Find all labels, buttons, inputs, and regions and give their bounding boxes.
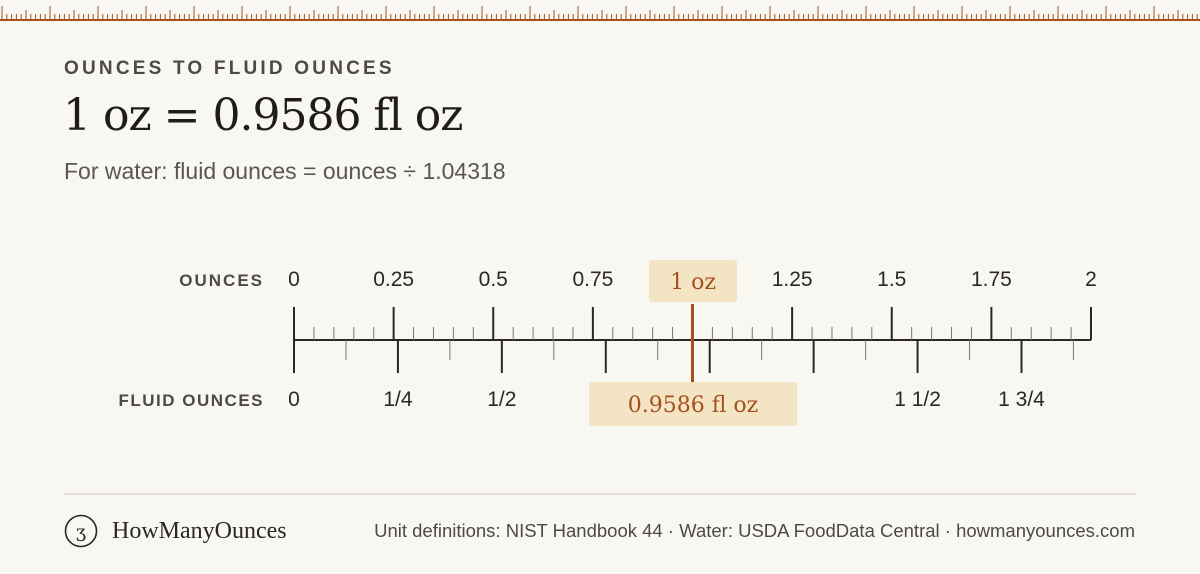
fluid-ounce-tick-label: 1 3/4	[998, 388, 1045, 411]
ounce-tick-label: 1.25	[772, 268, 813, 291]
marker-bottom-label: 0.9586 fl oz	[628, 393, 758, 418]
fluid-ounce-tick-label: 1/4	[383, 388, 413, 411]
footer-divider	[64, 493, 1136, 495]
conversion-scale: OUNCES FLUID OUNCES 0 0.25 0.5 0.75 1.25 1.5 1…	[119, 260, 1097, 426]
source-credits: Unit definitions: NIST Handbook 44 · Wat…	[374, 520, 1135, 541]
conversion-formula: For water: fluid ounces = ounces ÷ 1.043…	[64, 158, 506, 184]
conversion-headline: 1 oz = 0.9586 fl oz	[63, 90, 463, 141]
ounce-tick-label: 1.75	[971, 268, 1012, 291]
brand-name: HowManyOunces	[112, 518, 287, 544]
svg-text:ʒ: ʒ	[76, 522, 86, 543]
ounce-tick-label: 1.5	[877, 268, 906, 291]
brand-logo-icon: ʒ	[64, 514, 98, 548]
page-eyebrow: OUNCES TO FLUID OUNCES	[64, 58, 395, 79]
marker-top-badge	[649, 260, 737, 302]
ounce-tick-label: 0.5	[479, 268, 508, 291]
ounce-tick-label: 0	[288, 268, 300, 291]
ounce-tick-label: 0.75	[572, 268, 613, 291]
marker-top-label: 1 oz	[670, 270, 716, 295]
ounce-tick-label: 2	[1085, 268, 1097, 291]
fluid-ounce-tick-label: 1/2	[487, 388, 516, 411]
ounce-tick-label: 0.25	[373, 268, 414, 291]
ounces-axis-label: OUNCES	[179, 271, 264, 290]
marker-bottom-badge	[589, 382, 797, 426]
fluid-ounce-tick-label: 1 1/2	[894, 388, 941, 411]
fluid-ounce-tick-label: 0	[288, 388, 300, 411]
fluid-ounces-axis-label: FLUID OUNCES	[119, 391, 265, 410]
decorative-ruler-edge	[0, 0, 1200, 24]
